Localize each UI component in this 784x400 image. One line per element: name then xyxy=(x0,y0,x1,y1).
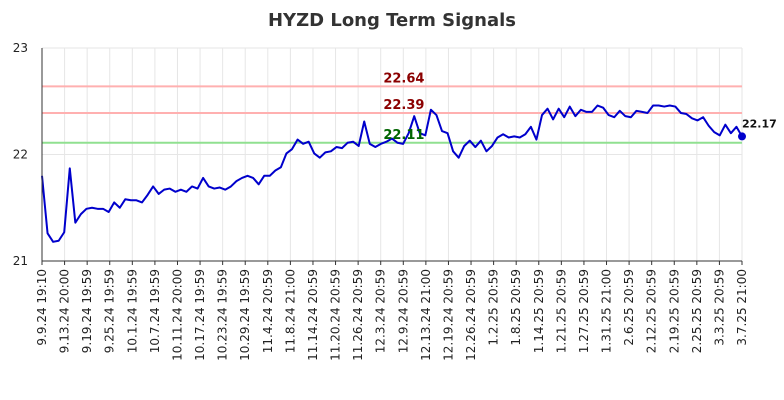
x-tick-label: 10.1.24 19:59 xyxy=(125,269,139,353)
x-tick-label: 9.9.24 19:10 xyxy=(35,269,49,346)
reference-lines xyxy=(42,85,742,144)
y-tick-labels: 21 22 23 xyxy=(13,41,28,268)
x-tick-label: 12.26.24 20:59 xyxy=(464,269,478,361)
x-tick-label: 2.25.25 20:59 xyxy=(690,269,704,353)
x-tick-label: 11.14.24 20:59 xyxy=(306,269,320,361)
x-tick-label: 11.26.24 20:59 xyxy=(351,269,365,361)
reference-line-label: 22.39 xyxy=(383,98,424,113)
x-tick-labels: 9.9.24 19:10 9.13.24 20:00 9.19.24 19:59 9.… xyxy=(35,261,749,361)
x-tick-label: 1.14.25 20:59 xyxy=(532,269,546,353)
y-tick-label: 21 xyxy=(13,254,28,268)
x-tick-label: 1.2.25 20:59 xyxy=(487,269,501,346)
axes xyxy=(41,48,742,262)
price-line xyxy=(41,104,743,243)
x-tick-label: 10.17.24 19:59 xyxy=(193,269,207,361)
x-tick-label: 10.23.24 19:59 xyxy=(216,269,230,361)
annotations: 22.64 22.39 22.11 22.17 xyxy=(383,71,776,142)
series-layer xyxy=(41,104,743,243)
x-tick-label: 1.21.25 20:59 xyxy=(554,269,568,353)
chart-title: HYZD Long Term Signals xyxy=(268,10,516,31)
last-point-marker xyxy=(738,132,746,141)
x-tick-label: 1.27.25 20:59 xyxy=(577,269,591,353)
reference-line-label: 22.11 xyxy=(383,128,424,143)
y-tick-label: 22 xyxy=(13,148,28,162)
reference-line-label: 22.64 xyxy=(383,71,424,86)
x-tick-label: 2.6.25 20:59 xyxy=(622,269,636,346)
x-tick-label: 3.3.25 20:59 xyxy=(712,269,726,346)
x-tick-label: 9.19.24 19:59 xyxy=(80,269,94,353)
x-tick-label: 1.8.25 20:59 xyxy=(509,269,523,346)
x-tick-label: 11.20.24 20:59 xyxy=(329,269,343,361)
x-tick-label: 11.4.24 20:59 xyxy=(261,269,275,353)
x-tick-label: 10.11.24 20:00 xyxy=(170,269,184,361)
x-tick-label: 2.12.25 20:59 xyxy=(645,269,659,353)
x-tick-label: 12.19.24 20:59 xyxy=(441,269,455,361)
x-tick-label: 11.8.24 21:00 xyxy=(283,269,297,353)
last-value-label: 22.17 xyxy=(742,117,777,130)
x-tick-label: 2.19.25 20:59 xyxy=(667,269,681,353)
x-tick-label: 12.3.24 20:59 xyxy=(374,269,388,353)
x-tick-label: 12.9.24 20:59 xyxy=(396,269,410,353)
x-tick-label: 10.29.24 19:59 xyxy=(238,269,252,361)
x-tick-label: 1.31.25 21:00 xyxy=(600,269,614,353)
y-tick-label: 23 xyxy=(13,41,28,55)
x-tick-label: 3.7.25 21:00 xyxy=(735,269,749,346)
x-tick-label: 10.7.24 19:59 xyxy=(148,269,162,353)
grid xyxy=(41,47,743,262)
x-tick-label: 12.13.24 21:00 xyxy=(419,269,433,361)
x-tick-label: 9.25.24 19:59 xyxy=(103,269,117,353)
x-tick-label: 9.13.24 20:00 xyxy=(58,269,72,353)
